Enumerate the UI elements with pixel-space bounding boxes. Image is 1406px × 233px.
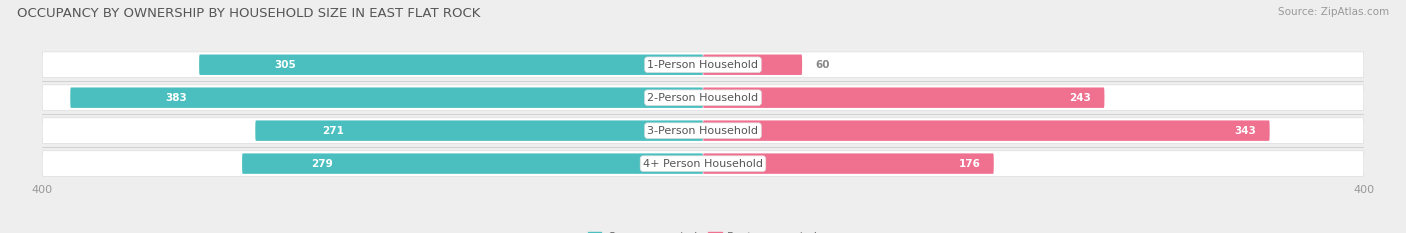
- FancyBboxPatch shape: [703, 153, 994, 174]
- Text: 4+ Person Household: 4+ Person Household: [643, 159, 763, 169]
- Text: 243: 243: [1070, 93, 1091, 103]
- FancyBboxPatch shape: [42, 151, 1364, 176]
- FancyBboxPatch shape: [703, 120, 1270, 141]
- Text: Source: ZipAtlas.com: Source: ZipAtlas.com: [1278, 7, 1389, 17]
- FancyBboxPatch shape: [42, 52, 1364, 78]
- FancyBboxPatch shape: [70, 87, 703, 108]
- FancyBboxPatch shape: [42, 118, 1364, 144]
- FancyBboxPatch shape: [42, 85, 1364, 110]
- Text: 2-Person Household: 2-Person Household: [647, 93, 759, 103]
- Text: 343: 343: [1234, 126, 1257, 136]
- Text: 305: 305: [274, 60, 297, 70]
- FancyBboxPatch shape: [703, 55, 801, 75]
- Text: 60: 60: [815, 60, 830, 70]
- FancyBboxPatch shape: [256, 120, 703, 141]
- Text: 383: 383: [165, 93, 187, 103]
- FancyBboxPatch shape: [242, 153, 703, 174]
- Text: 176: 176: [959, 159, 980, 169]
- Text: 271: 271: [322, 126, 344, 136]
- Text: 3-Person Household: 3-Person Household: [648, 126, 758, 136]
- FancyBboxPatch shape: [200, 55, 703, 75]
- FancyBboxPatch shape: [703, 87, 1105, 108]
- Text: 1-Person Household: 1-Person Household: [648, 60, 758, 70]
- Text: OCCUPANCY BY OWNERSHIP BY HOUSEHOLD SIZE IN EAST FLAT ROCK: OCCUPANCY BY OWNERSHIP BY HOUSEHOLD SIZE…: [17, 7, 481, 20]
- Legend: Owner-occupied, Renter-occupied: Owner-occupied, Renter-occupied: [583, 227, 823, 233]
- Text: 279: 279: [311, 159, 333, 169]
